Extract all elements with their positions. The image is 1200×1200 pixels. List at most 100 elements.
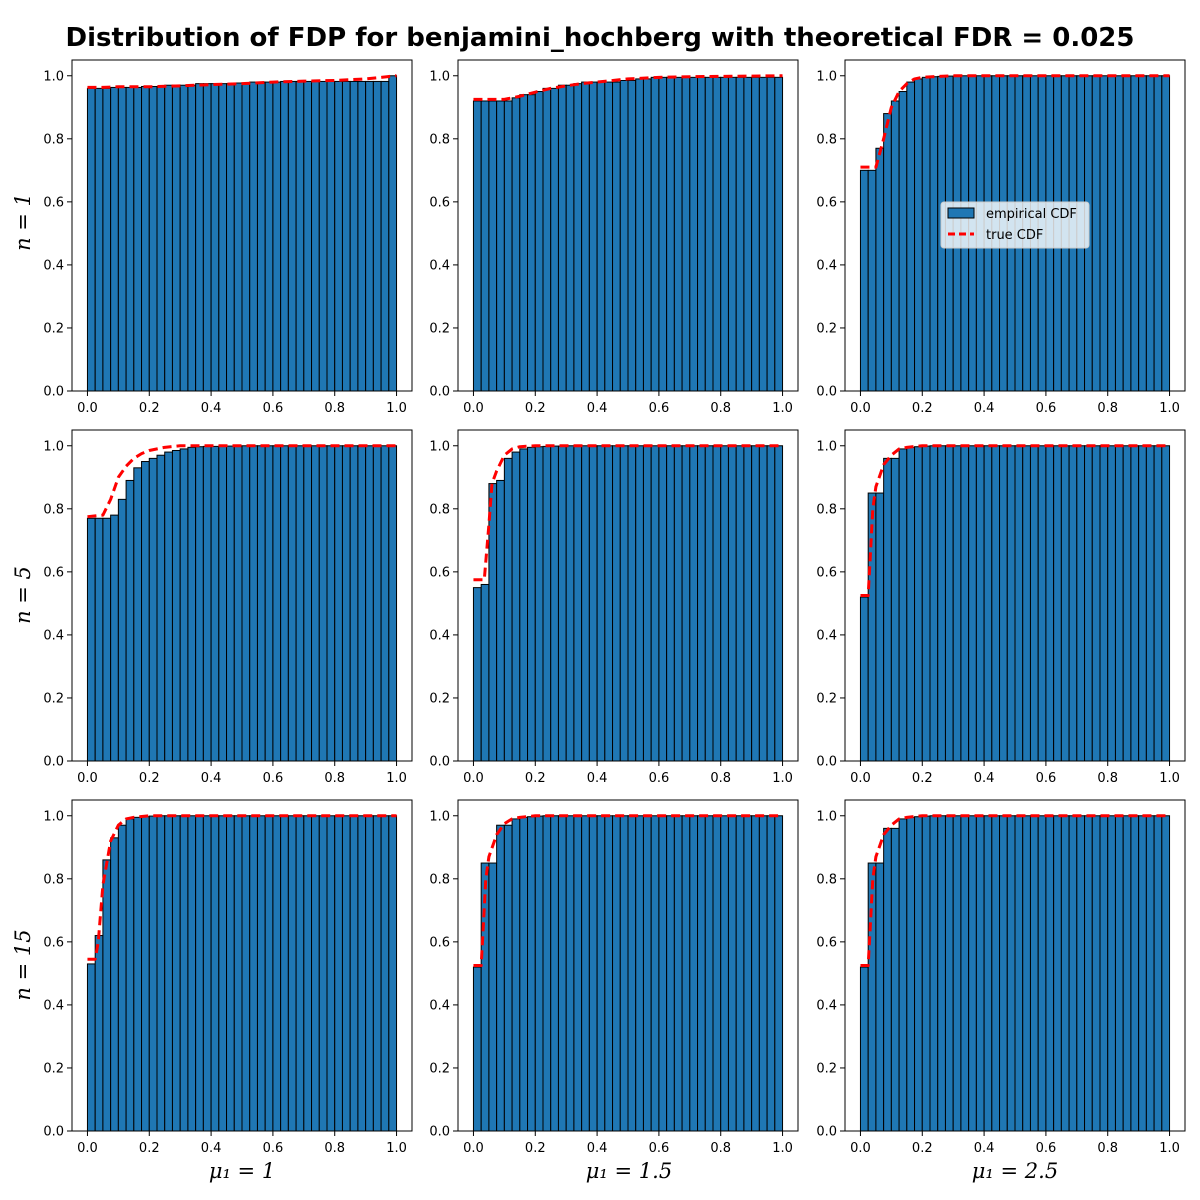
bar <box>287 80 297 392</box>
bar <box>264 815 274 1132</box>
bar <box>210 445 220 762</box>
bar <box>581 81 590 392</box>
y-tick-label: 1.0 <box>43 69 64 84</box>
bar <box>125 479 135 762</box>
bar <box>110 837 119 1132</box>
x-tick-label: 0.0 <box>463 771 484 786</box>
bar <box>303 815 313 1132</box>
bar <box>472 100 482 392</box>
y-tick-label: 0.4 <box>816 628 837 643</box>
col-label-1: μ₁ = 1.5 <box>586 1159 672 1183</box>
bar <box>550 445 559 762</box>
x-tick-label: 0.6 <box>1036 1141 1057 1156</box>
bar <box>588 445 598 762</box>
bar <box>148 457 158 762</box>
bar <box>102 87 112 392</box>
bar <box>164 84 173 392</box>
y-tick-label: 0.4 <box>429 998 450 1013</box>
bar <box>272 81 282 392</box>
bar <box>349 80 359 392</box>
bar <box>1045 815 1055 1132</box>
bar <box>1006 815 1016 1132</box>
bar <box>627 79 637 392</box>
bar <box>681 76 691 392</box>
bar <box>704 76 714 392</box>
y-tick-label: 0.0 <box>43 385 64 400</box>
bar <box>334 80 343 392</box>
y-tick-label: 0.4 <box>429 628 450 643</box>
bar <box>86 517 96 762</box>
bar <box>218 83 228 392</box>
bar <box>581 445 590 762</box>
bar <box>318 445 328 762</box>
bar <box>952 445 962 762</box>
y-tick-label: 0.6 <box>43 195 64 210</box>
bar <box>914 446 923 762</box>
y-tick-label: 0.4 <box>429 258 450 273</box>
bar <box>1060 815 1070 1132</box>
bar <box>496 824 505 1132</box>
panel-1-0: 0.0 0.2 0.4 0.6 0.8 1.0 0.0 0.2 0.4 0.6 0.8 1.0 <box>43 429 413 786</box>
bar <box>968 815 977 1132</box>
bar <box>1022 445 1031 762</box>
bar <box>349 815 359 1132</box>
bar <box>480 583 490 762</box>
bar <box>102 859 112 1132</box>
bar <box>117 824 127 1132</box>
x-tick-label: 0.8 <box>1097 1141 1118 1156</box>
bar <box>311 80 320 392</box>
true-cdf-line <box>473 814 783 967</box>
true-cdf-line <box>87 444 397 519</box>
bar <box>658 815 668 1132</box>
row-label-2: n = 15 <box>11 929 35 1000</box>
bar <box>1161 445 1171 762</box>
bar <box>689 76 699 392</box>
x-tick-label: 0.4 <box>587 401 608 416</box>
bar <box>937 815 946 1132</box>
bar <box>295 80 305 392</box>
y-tick-label: 0.8 <box>429 502 450 517</box>
bar <box>991 815 1001 1132</box>
bar <box>890 457 900 762</box>
bar <box>635 78 644 392</box>
bar <box>511 818 521 1132</box>
y-tick-label: 0.2 <box>429 1061 450 1076</box>
bar <box>944 445 954 762</box>
x-tick-label: 0.8 <box>710 1141 731 1156</box>
bar <box>280 445 289 762</box>
bar <box>689 445 699 762</box>
panel-0-1: 0.0 0.2 0.4 0.6 0.8 1.0 0.0 0.2 0.4 0.6 0.8 1.0 <box>429 59 799 416</box>
bar <box>171 449 181 762</box>
bar <box>1014 815 1024 1132</box>
panel-1-1: 0.0 0.2 0.4 0.6 0.8 1.0 0.0 0.2 0.4 0.6 0.8 1.0 <box>429 429 799 786</box>
bar <box>125 818 135 1132</box>
bar <box>195 83 204 392</box>
x-tick-label: 0.2 <box>912 401 933 416</box>
x-tick-label: 0.4 <box>201 771 222 786</box>
bar <box>303 80 313 392</box>
y-tick-label: 1.0 <box>816 809 837 824</box>
y-tick-label: 0.6 <box>429 935 450 950</box>
true-cdf-line <box>473 444 783 582</box>
bar <box>503 457 513 762</box>
bar <box>1091 445 1101 762</box>
bar <box>557 84 567 392</box>
bar <box>272 445 282 762</box>
bar <box>141 816 150 1132</box>
bar <box>1153 445 1163 762</box>
bar <box>968 445 977 762</box>
y-tick-label: 0.2 <box>816 691 837 706</box>
x-tick-label: 0.6 <box>649 771 670 786</box>
bar <box>141 85 150 392</box>
bar <box>704 815 714 1132</box>
bar <box>960 815 970 1132</box>
x-tick-label: 0.4 <box>201 401 222 416</box>
bar <box>1068 815 1078 1132</box>
row-label-1: n = 5 <box>11 566 35 624</box>
bar <box>1060 445 1070 762</box>
bar <box>929 76 939 392</box>
y-tick-label: 1.0 <box>43 809 64 824</box>
bar <box>187 446 197 762</box>
bar <box>1161 75 1171 392</box>
y-tick-label: 0.8 <box>816 132 837 147</box>
